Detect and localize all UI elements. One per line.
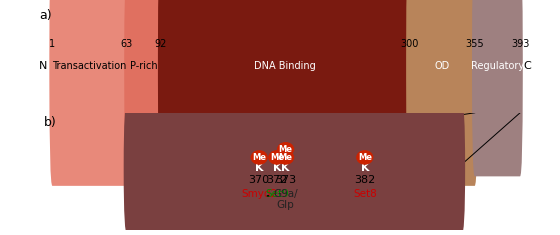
Text: G9a/
Glp: G9a/ Glp [273, 189, 298, 210]
FancyBboxPatch shape [158, 0, 412, 186]
Ellipse shape [278, 143, 293, 156]
Text: 382: 382 [354, 176, 375, 185]
FancyBboxPatch shape [124, 102, 465, 235]
Text: 63: 63 [120, 39, 132, 49]
Ellipse shape [278, 151, 293, 164]
Text: b): b) [44, 116, 57, 129]
Text: K: K [361, 163, 369, 173]
Text: N: N [39, 61, 48, 71]
Ellipse shape [357, 151, 373, 164]
Text: 372: 372 [266, 176, 287, 185]
Text: DNA Binding: DNA Binding [254, 61, 316, 71]
Text: 373: 373 [275, 176, 296, 185]
Ellipse shape [251, 151, 267, 164]
Text: 300: 300 [400, 39, 418, 49]
Text: 92: 92 [155, 39, 167, 49]
Text: Me: Me [270, 153, 284, 162]
Text: Me: Me [279, 145, 293, 154]
Text: Me: Me [252, 153, 266, 162]
Text: C: C [524, 61, 531, 71]
Text: Regulatory: Regulatory [471, 61, 524, 71]
FancyBboxPatch shape [472, 0, 523, 176]
Ellipse shape [269, 151, 284, 164]
Text: 355: 355 [465, 39, 484, 49]
Text: Transactivation: Transactivation [52, 61, 127, 71]
Text: OD: OD [435, 61, 450, 71]
FancyBboxPatch shape [49, 0, 129, 186]
Text: Set8: Set8 [353, 189, 377, 199]
Text: Smyd2: Smyd2 [241, 189, 277, 199]
Text: 393: 393 [511, 39, 529, 49]
Text: P-rich: P-rich [130, 61, 157, 71]
Text: K: K [281, 163, 290, 173]
FancyBboxPatch shape [124, 0, 163, 153]
Text: 1: 1 [49, 39, 55, 49]
Text: K: K [273, 163, 281, 173]
Text: Me: Me [358, 153, 372, 162]
Text: a): a) [39, 9, 52, 22]
Text: 370: 370 [249, 176, 270, 185]
Text: K: K [255, 163, 263, 173]
Text: Me: Me [279, 153, 293, 162]
Text: Set9: Set9 [265, 189, 288, 199]
FancyBboxPatch shape [406, 0, 478, 186]
